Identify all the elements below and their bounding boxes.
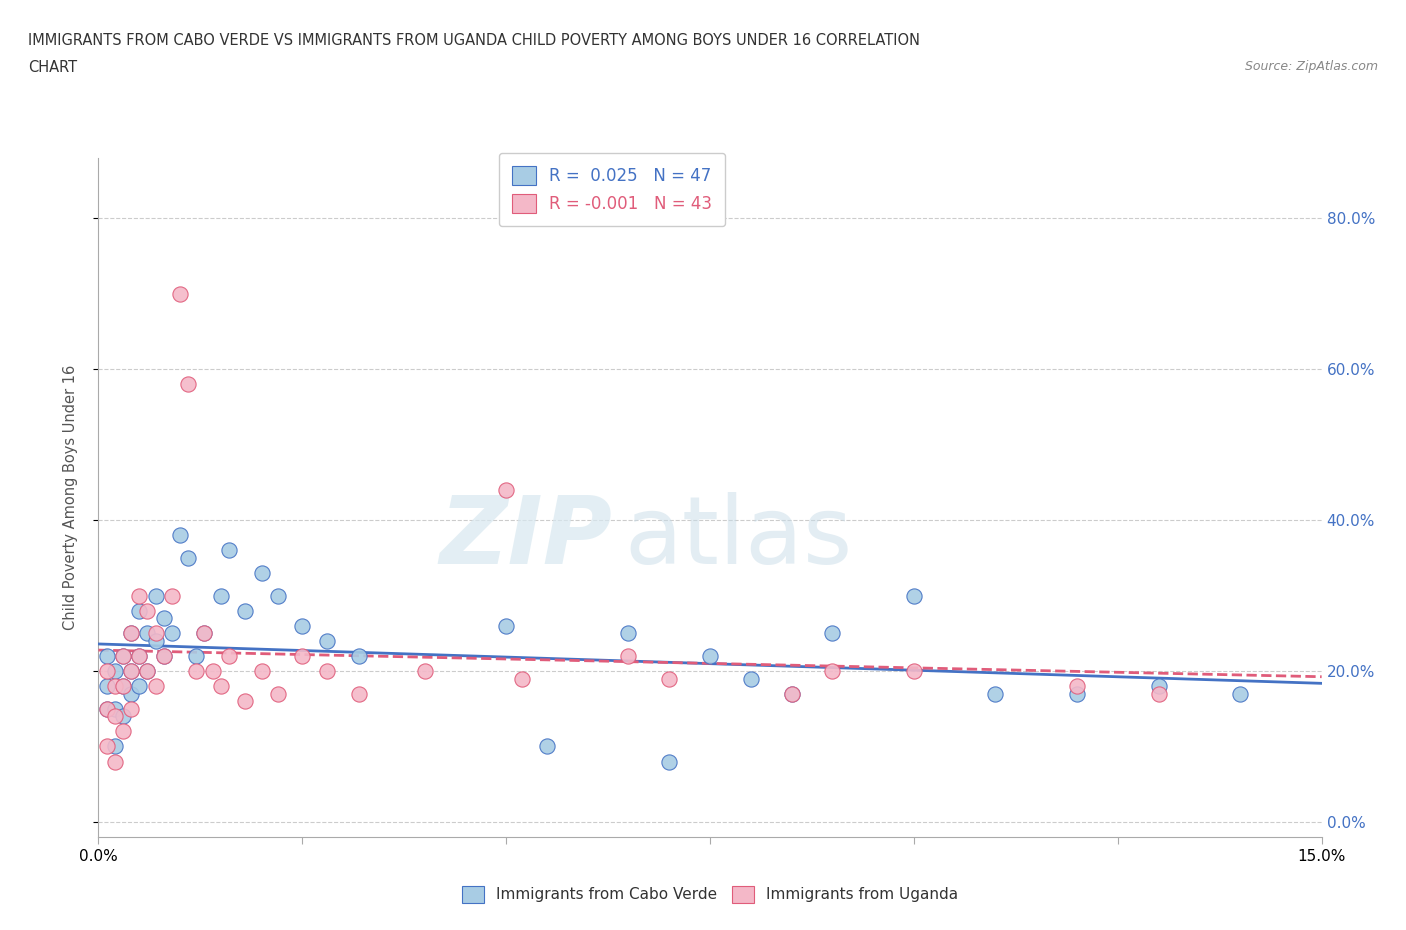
- Point: [120, 664, 142, 679]
- Point: [658, 671, 681, 686]
- Point: [136, 604, 159, 618]
- Y-axis label: Child Poverty Among Boys Under 16: Child Poverty Among Boys Under 16: [63, 365, 77, 631]
- Point: [984, 686, 1007, 701]
- Text: Source: ZipAtlas.com: Source: ZipAtlas.com: [1244, 60, 1378, 73]
- Point: [104, 679, 127, 694]
- Point: [128, 588, 150, 603]
- Point: [821, 626, 844, 641]
- Point: [111, 709, 134, 724]
- Point: [209, 588, 232, 603]
- Point: [617, 626, 640, 641]
- Point: [233, 604, 256, 618]
- Point: [120, 626, 142, 641]
- Point: [160, 626, 183, 641]
- Point: [536, 739, 558, 754]
- Point: [186, 648, 208, 663]
- Point: [233, 694, 256, 709]
- Point: [495, 618, 517, 633]
- Point: [1066, 679, 1088, 694]
- Point: [120, 664, 142, 679]
- Point: [96, 701, 118, 716]
- Legend: Immigrants from Cabo Verde, Immigrants from Uganda: Immigrants from Cabo Verde, Immigrants f…: [454, 878, 966, 910]
- Point: [145, 679, 167, 694]
- Point: [740, 671, 762, 686]
- Point: [111, 679, 134, 694]
- Point: [903, 588, 925, 603]
- Point: [104, 701, 127, 716]
- Point: [104, 754, 127, 769]
- Point: [177, 551, 200, 565]
- Point: [104, 739, 127, 754]
- Point: [96, 701, 118, 716]
- Point: [145, 626, 167, 641]
- Point: [169, 286, 191, 301]
- Point: [349, 648, 371, 663]
- Point: [1147, 679, 1170, 694]
- Point: [291, 618, 314, 633]
- Point: [111, 648, 134, 663]
- Text: atlas: atlas: [624, 492, 852, 584]
- Point: [903, 664, 925, 679]
- Text: CHART: CHART: [28, 60, 77, 75]
- Point: [136, 664, 159, 679]
- Point: [104, 664, 127, 679]
- Point: [218, 543, 240, 558]
- Point: [96, 739, 118, 754]
- Point: [617, 648, 640, 663]
- Point: [160, 588, 183, 603]
- Point: [512, 671, 534, 686]
- Point: [111, 724, 134, 738]
- Point: [315, 664, 337, 679]
- Text: IMMIGRANTS FROM CABO VERDE VS IMMIGRANTS FROM UGANDA CHILD POVERTY AMONG BOYS UN: IMMIGRANTS FROM CABO VERDE VS IMMIGRANTS…: [28, 33, 920, 47]
- Point: [1229, 686, 1251, 701]
- Point: [169, 528, 191, 543]
- Point: [177, 377, 200, 392]
- Point: [128, 679, 150, 694]
- Point: [104, 709, 127, 724]
- Point: [120, 626, 142, 641]
- Point: [193, 626, 215, 641]
- Point: [1066, 686, 1088, 701]
- Point: [780, 686, 803, 701]
- Point: [152, 611, 174, 626]
- Point: [96, 648, 118, 663]
- Point: [111, 679, 134, 694]
- Point: [495, 483, 517, 498]
- Point: [145, 633, 167, 648]
- Point: [267, 588, 290, 603]
- Point: [136, 664, 159, 679]
- Point: [120, 701, 142, 716]
- Point: [209, 679, 232, 694]
- Point: [128, 648, 150, 663]
- Point: [136, 626, 159, 641]
- Point: [349, 686, 371, 701]
- Point: [658, 754, 681, 769]
- Point: [267, 686, 290, 701]
- Point: [201, 664, 224, 679]
- Point: [821, 664, 844, 679]
- Point: [111, 648, 134, 663]
- Point: [193, 626, 215, 641]
- Text: ZIP: ZIP: [439, 492, 612, 584]
- Point: [291, 648, 314, 663]
- Point: [152, 648, 174, 663]
- Point: [699, 648, 721, 663]
- Point: [218, 648, 240, 663]
- Point: [186, 664, 208, 679]
- Point: [120, 686, 142, 701]
- Point: [1147, 686, 1170, 701]
- Point: [780, 686, 803, 701]
- Point: [250, 664, 273, 679]
- Point: [315, 633, 337, 648]
- Point: [96, 664, 118, 679]
- Point: [128, 604, 150, 618]
- Point: [250, 565, 273, 580]
- Point: [145, 588, 167, 603]
- Point: [413, 664, 436, 679]
- Point: [152, 648, 174, 663]
- Point: [96, 679, 118, 694]
- Point: [128, 648, 150, 663]
